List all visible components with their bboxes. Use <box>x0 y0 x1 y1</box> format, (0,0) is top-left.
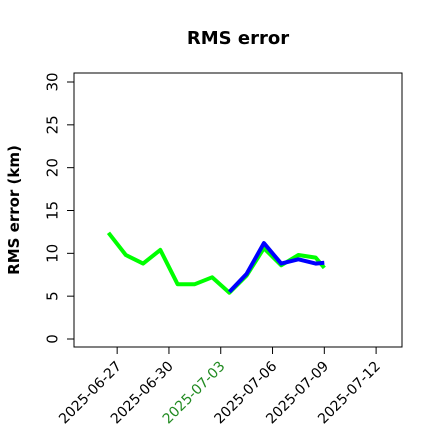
y-tick-label: 0 <box>44 334 62 344</box>
plot-area-frame <box>73 72 403 348</box>
y-tick-label: 20 <box>44 158 62 177</box>
x-axis: 2025-06-272025-06-302025-07-032025-07-06… <box>56 346 384 427</box>
y-tick-label: 5 <box>44 291 62 301</box>
series-layer <box>106 231 326 295</box>
series-line-2 <box>227 241 325 294</box>
y-tick-label: 30 <box>44 72 62 91</box>
y-tick-label: 15 <box>44 201 62 220</box>
y-axis: 0 5 10 15 20 25 30 <box>44 72 75 344</box>
y-axis-label: RMS error (km) <box>5 145 23 275</box>
y-tick-label: 10 <box>44 244 62 263</box>
chart-title: RMS error <box>187 28 289 49</box>
y-tick-label: 25 <box>44 115 62 134</box>
series-line-1 <box>106 231 326 295</box>
